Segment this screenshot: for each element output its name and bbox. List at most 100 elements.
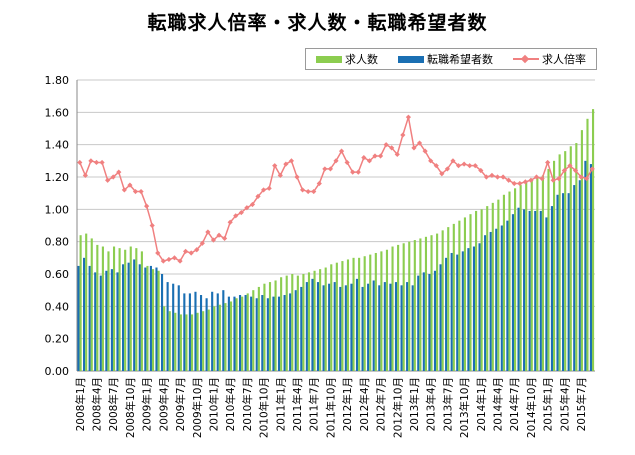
bar-job-openings [246,293,249,371]
bar-job-seekers [122,264,125,371]
bar-job-seekers [461,251,464,371]
bar-job-openings [536,177,539,371]
bar-job-seekers [77,265,80,371]
bar-job-openings [224,303,227,371]
ratio-point [377,153,384,159]
bar-job-seekers [550,206,554,371]
ratio-point [316,180,322,187]
bar-job-seekers [484,235,487,371]
bar-job-openings [575,143,578,371]
ratio-point [327,166,334,172]
x-tick-label: 2010年10月 [258,377,271,438]
ratio-point [222,235,228,242]
bar-job-seekers [138,264,141,371]
bar-job-openings [591,109,595,371]
ratio-point [383,142,389,148]
ratio-point [233,213,239,219]
ratio-point [311,188,317,195]
bar-job-seekers [83,257,86,371]
bar-job-seekers [199,295,203,371]
bar-job-seekers [255,298,258,371]
ratio-point [439,171,445,177]
bar-job-seekers [250,296,253,371]
bar-job-openings [358,257,361,371]
bar-job-seekers [517,207,520,371]
ratio-point [556,176,562,182]
ratio-point [144,203,150,209]
bar-job-seekers [261,295,264,371]
ratio-point [77,159,83,166]
bar-job-openings [463,217,466,371]
ratio-point [171,255,178,261]
bar-job-seekers [244,295,247,371]
bar-job-seekers [177,285,180,371]
bar-job-openings [558,154,561,371]
ratio-point [550,177,556,183]
bar-job-openings [475,210,478,371]
bar-job-openings [497,199,500,371]
bar-job-openings [419,238,422,371]
y-tick-label: 0.40 [45,300,70,313]
bar-job-seekers [450,252,453,371]
bar-job-seekers [305,282,308,371]
ratio-point [561,167,567,174]
x-tick-label: 2012年4月 [358,377,371,431]
bar-job-seekers [428,274,431,371]
bar-job-openings [313,270,316,371]
ratio-point [177,258,183,264]
ratio-point [127,182,133,188]
ratio-point [389,145,395,151]
bar-job-seekers [166,282,169,371]
bar-job-openings [391,246,394,371]
x-tick-label: 2009年10月 [191,377,204,438]
ratio-point [183,248,189,254]
bar-job-openings [352,257,355,371]
bar-job-openings [307,272,311,371]
bar-job-openings [101,246,104,371]
ratio-point [539,176,545,182]
bar-job-openings [508,191,511,371]
bar-job-seekers [556,194,559,371]
ratio-point [545,159,551,166]
x-tick-label: 2008年10月 [124,377,137,438]
bar-job-seekers [283,295,286,371]
ratio-point [428,158,434,164]
ratio-point [260,187,267,193]
x-tick-label: 2009年4月 [157,377,170,431]
ratio-point [155,250,161,256]
bar-job-seekers [216,293,219,371]
bar-job-seekers [584,160,587,371]
bar-job-seekers [194,291,197,371]
bar-job-openings [280,277,283,371]
ratio-point [93,159,100,166]
bar-job-seekers [289,293,292,371]
ratio-point [277,172,283,178]
bar-job-openings [502,194,505,371]
bar-job-seekers [328,283,331,371]
bar-job-seekers [511,214,515,371]
ratio-point [350,169,356,175]
x-tick-label: 2009年1月 [141,377,154,431]
bar-job-openings [580,130,583,371]
x-tick-label: 2009年7月 [174,377,187,431]
x-tick-label: 2008年7月 [107,377,120,431]
ratio-point [338,148,345,154]
bar-job-openings [163,306,166,371]
ratio-point [444,166,450,172]
bar-job-seekers [411,285,414,371]
chart-title: 転職求人倍率・求人数・転職希望者数 [147,12,488,34]
bar-job-seekers [339,286,342,371]
bar-job-openings [79,235,82,371]
y-tick-label: 1.80 [45,74,70,87]
bar-job-seekers [378,285,381,371]
bar-job-openings [263,283,266,371]
bar-job-openings [569,146,572,371]
bar-job-openings [541,175,544,371]
ratio-point [105,177,111,183]
legend-label-ratio: 求人倍率 [542,53,586,66]
ratio-point [88,158,94,164]
bar-job-seekers [322,285,325,371]
bar-job-seekers [110,269,113,371]
x-tick-label: 2008年4月 [90,377,103,431]
x-tick-label: 2010年4月 [224,377,237,431]
